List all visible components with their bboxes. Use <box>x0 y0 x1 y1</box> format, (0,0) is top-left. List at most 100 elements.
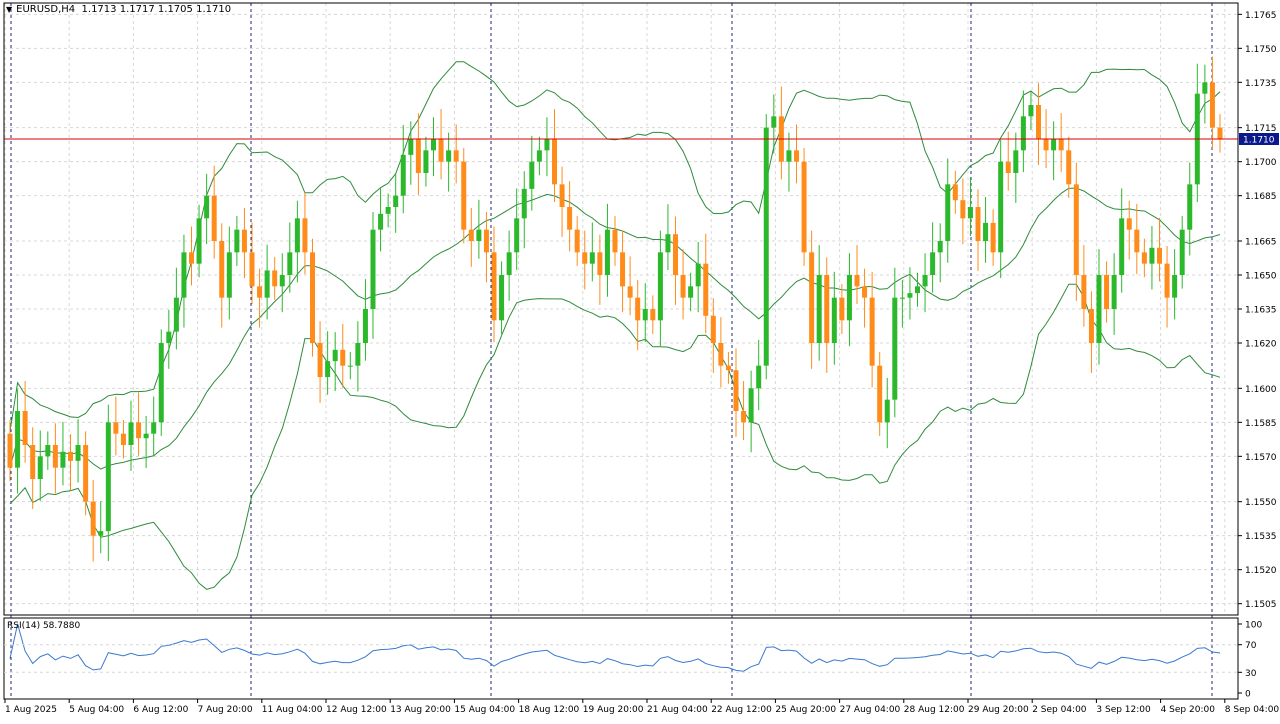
candle-bear[interactable] <box>725 365 731 371</box>
candle-bull[interactable] <box>332 349 338 362</box>
candle-bear[interactable] <box>219 241 225 298</box>
candle-bull[interactable] <box>476 229 482 241</box>
candle-bear[interactable] <box>1126 218 1132 230</box>
candle-bear[interactable] <box>1209 82 1215 128</box>
candle-bull[interactable] <box>1187 184 1193 230</box>
candle-bear[interactable] <box>1157 247 1162 264</box>
candle-bull[interactable] <box>665 234 671 253</box>
candle-bear[interactable] <box>635 297 641 321</box>
candle-bear[interactable] <box>302 218 308 253</box>
candle-bear[interactable] <box>30 445 36 479</box>
candle-bull[interactable] <box>983 222 989 241</box>
candle-bull[interactable] <box>604 229 610 275</box>
candle-bear[interactable] <box>136 422 142 439</box>
candle-bull[interactable] <box>431 139 436 151</box>
candle-bear[interactable] <box>1141 252 1147 264</box>
candle-bull[interactable] <box>1111 275 1117 309</box>
candle-bear[interactable] <box>310 252 315 343</box>
candle-bull[interactable] <box>158 343 164 423</box>
candle-bear[interactable] <box>824 275 830 343</box>
candle-bear[interactable] <box>809 252 815 343</box>
candle-bull[interactable] <box>1202 82 1208 94</box>
candle-bull[interactable] <box>589 252 595 264</box>
candle-bull[interactable] <box>514 218 520 253</box>
candle-bull[interactable] <box>143 433 149 439</box>
candle-bear[interactable] <box>741 411 747 423</box>
candle-bull[interactable] <box>196 218 202 264</box>
candle-bull[interactable] <box>408 139 414 155</box>
candle-bull[interactable] <box>499 275 505 321</box>
candle-bull[interactable] <box>128 422 134 445</box>
candle-bull[interactable] <box>446 150 452 162</box>
candle-bear[interactable] <box>438 139 444 162</box>
candle-bull[interactable] <box>362 309 368 343</box>
candle-bull[interactable] <box>907 293 913 298</box>
candle-bear[interactable] <box>113 422 119 434</box>
candle-bear[interactable] <box>839 297 845 321</box>
candle-bull[interactable] <box>1179 229 1185 275</box>
candle-bull[interactable] <box>1028 105 1034 117</box>
candle-bull[interactable] <box>945 184 951 241</box>
candle-bear[interactable] <box>574 229 580 253</box>
candle-bear[interactable] <box>1036 105 1041 139</box>
candle-bull[interactable] <box>15 411 21 468</box>
candle-bull[interactable] <box>892 297 898 400</box>
candle-bear[interactable] <box>703 263 709 316</box>
candle-bull[interactable] <box>998 161 1004 253</box>
candle-bull[interactable] <box>846 275 852 321</box>
candle-bull[interactable] <box>385 207 391 214</box>
candle-bear[interactable] <box>468 229 474 241</box>
candle-bear[interactable] <box>340 349 346 366</box>
candle-bull[interactable] <box>294 218 300 253</box>
candle-bull[interactable] <box>1051 139 1057 151</box>
candle-bull[interactable] <box>105 422 111 532</box>
candle-bull[interactable] <box>884 399 890 423</box>
candle-bear[interactable] <box>1164 263 1170 298</box>
candle-bear[interactable] <box>189 252 194 264</box>
candle-bull[interactable] <box>529 161 535 189</box>
candle-bull[interactable] <box>151 422 157 434</box>
candle-bear[interactable] <box>453 150 459 162</box>
candle-bull[interactable] <box>45 445 51 457</box>
candle-bear[interactable] <box>975 207 981 241</box>
candle-bear[interactable] <box>415 139 421 173</box>
candle-bear[interactable] <box>1058 139 1064 151</box>
candle-bull[interactable] <box>98 531 104 536</box>
candle-bear[interactable] <box>620 252 626 287</box>
candle-bull[interactable] <box>763 127 769 366</box>
candle-bear[interactable] <box>211 195 217 241</box>
candle-bull[interactable] <box>264 270 270 298</box>
candle-bull[interactable] <box>75 445 81 461</box>
candle-bull[interactable] <box>1020 116 1026 151</box>
candle-bear[interactable] <box>552 139 557 185</box>
candle-bull[interactable] <box>378 213 384 230</box>
candle-bull[interactable] <box>786 150 792 162</box>
candle-bull[interactable] <box>748 388 754 423</box>
candle-bear[interactable] <box>794 150 799 162</box>
candlesticks[interactable] <box>7 56 1223 562</box>
candle-bear[interactable] <box>317 343 323 377</box>
candle-bull[interactable] <box>370 229 376 309</box>
candle-bear[interactable] <box>733 370 739 411</box>
candle-bull[interactable] <box>347 365 353 367</box>
candle-bull[interactable] <box>423 150 429 173</box>
candle-bear[interactable] <box>869 297 875 366</box>
candle-bear[interactable] <box>612 229 618 253</box>
candle-bear[interactable] <box>597 252 603 275</box>
candle-bull[interactable] <box>181 252 187 298</box>
candle-bull[interactable] <box>695 263 701 287</box>
candle-bear[interactable] <box>483 229 489 253</box>
candle-bear[interactable] <box>52 445 58 468</box>
candle-bear[interactable] <box>960 200 966 219</box>
candle-bear[interactable] <box>718 343 724 366</box>
candle-bear[interactable] <box>627 286 633 298</box>
candle-bull[interactable] <box>831 297 837 343</box>
candle-bull[interactable] <box>816 275 822 343</box>
candle-bear[interactable] <box>491 252 497 321</box>
candle-bear[interactable] <box>567 207 573 230</box>
dropdown-triangle-icon[interactable]: ▼ <box>6 5 13 14</box>
candle-bull[interactable] <box>1119 218 1125 275</box>
candle-bull[interactable] <box>937 241 943 253</box>
candle-bull[interactable] <box>642 309 648 321</box>
